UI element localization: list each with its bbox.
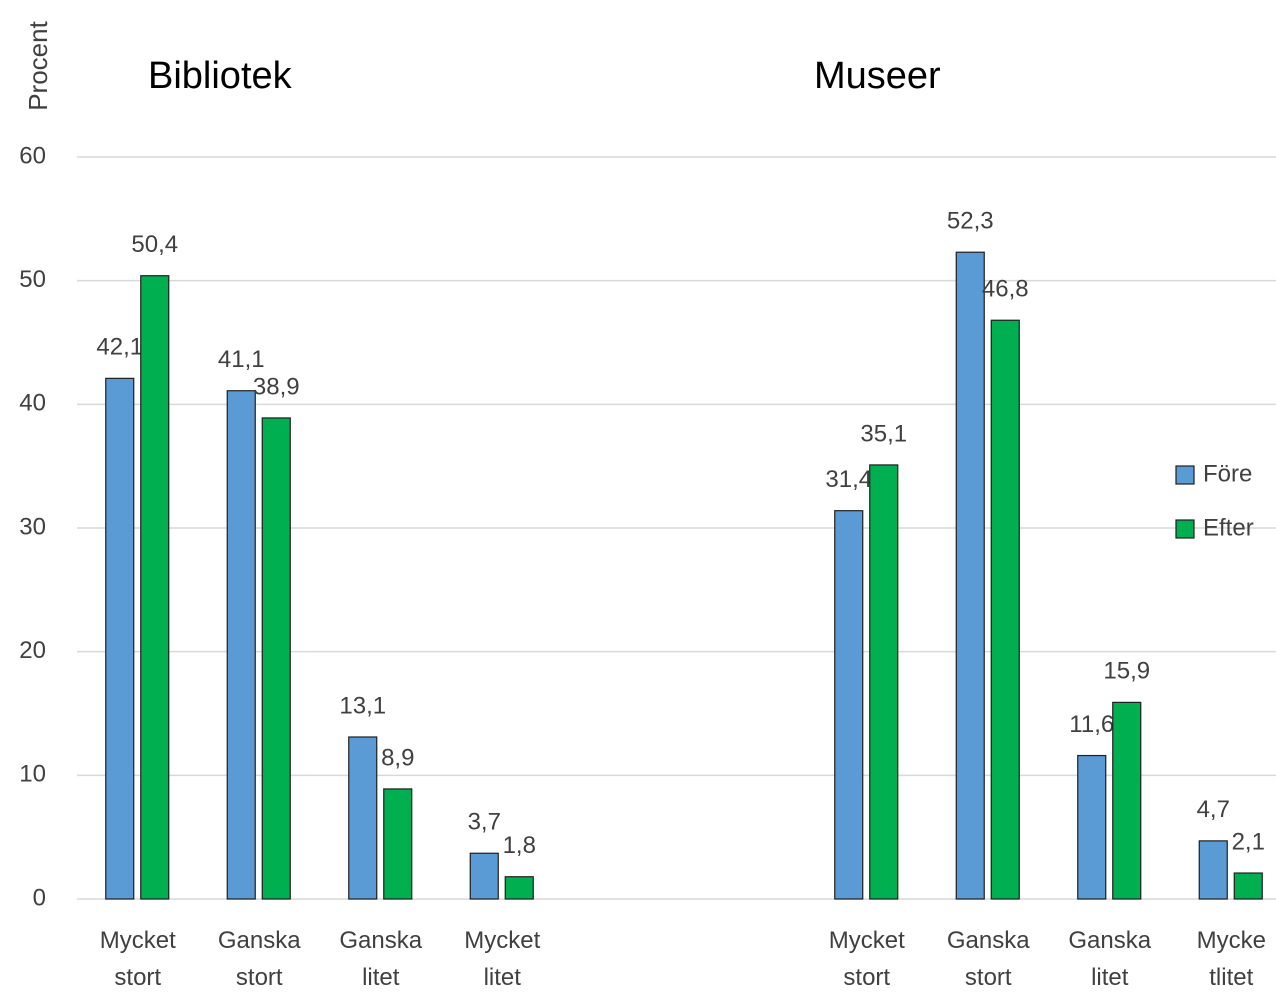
bar	[469, 852, 499, 900]
data-label: 41,1	[218, 346, 265, 373]
y-tick-label: 40	[19, 390, 46, 417]
y-tick-label: 20	[19, 637, 46, 664]
bar	[504, 876, 534, 900]
bar	[1233, 872, 1263, 900]
data-label: 3,7	[468, 809, 501, 836]
data-label: 8,9	[381, 744, 414, 771]
bar	[1198, 840, 1228, 900]
y-tick-label: 30	[19, 513, 46, 540]
x-tick-label: Ganska litet	[339, 927, 422, 991]
data-label: 11,6	[1069, 711, 1114, 738]
bar	[383, 788, 413, 900]
bar	[348, 736, 378, 900]
legend-swatch	[1175, 519, 1195, 539]
y-tick-label: 60	[19, 142, 46, 169]
y-tick-label: 50	[19, 266, 46, 293]
bar	[105, 377, 135, 900]
data-label: 1,8	[503, 832, 536, 859]
data-label: 50,4	[131, 231, 178, 258]
bar	[1112, 701, 1142, 900]
x-tick-label: Mycket stort	[829, 927, 905, 991]
bar	[1077, 754, 1107, 900]
bar	[990, 319, 1020, 900]
x-tick-label: Ganska litet	[1068, 927, 1151, 991]
data-label: 42,1	[96, 334, 143, 361]
bar	[869, 464, 899, 900]
y-axis-label: Procent	[23, 20, 53, 110]
bar	[261, 417, 291, 900]
data-label: 52,3	[947, 208, 994, 235]
bar	[955, 251, 985, 900]
data-label: 13,1	[339, 692, 386, 719]
bar	[834, 510, 864, 900]
group-title: Museer	[814, 55, 941, 97]
legend-label: Före	[1203, 460, 1252, 487]
y-tick-label: 0	[33, 884, 46, 911]
group-title: Bibliotek	[148, 55, 293, 97]
data-label: 46,8	[982, 276, 1029, 303]
legend-swatch	[1175, 465, 1195, 485]
x-tick-label: Ganska stort	[947, 927, 1030, 991]
data-label: 15,9	[1103, 658, 1150, 685]
data-label: 38,9	[253, 373, 300, 400]
legend-label: Efter	[1203, 514, 1254, 541]
bar	[140, 275, 170, 900]
x-tick-label: Ganska stort	[218, 927, 301, 991]
data-label: 31,4	[825, 466, 872, 493]
y-tick-label: 10	[19, 761, 46, 788]
x-tick-label: Mycket stort	[100, 927, 176, 991]
data-label: 2,1	[1232, 828, 1265, 855]
bar	[226, 390, 256, 900]
data-label: 4,7	[1197, 796, 1230, 823]
data-label: 35,1	[860, 420, 907, 447]
